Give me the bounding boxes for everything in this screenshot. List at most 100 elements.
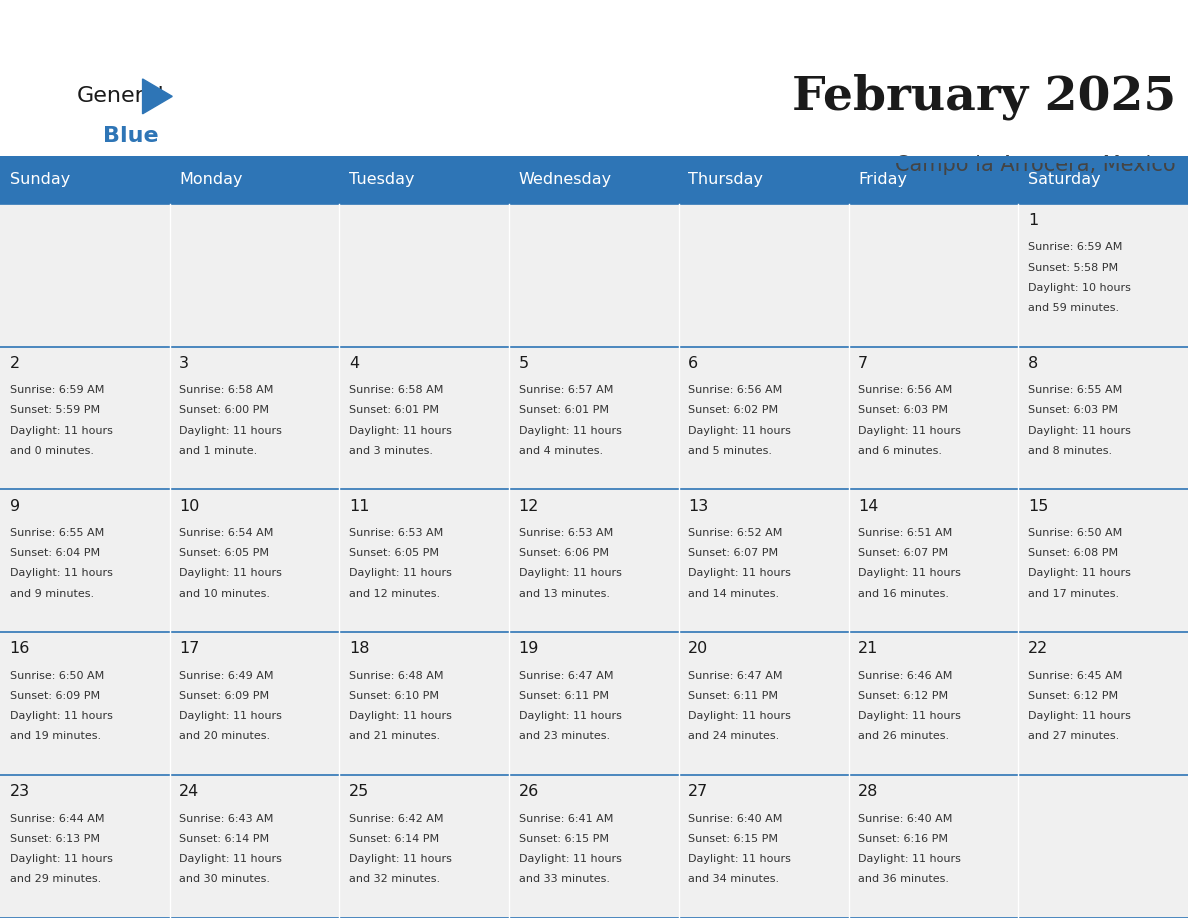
- Bar: [510, 204, 678, 347]
- Text: Sunrise: 6:53 AM: Sunrise: 6:53 AM: [349, 528, 443, 538]
- Text: Daylight: 11 hours: Daylight: 11 hours: [519, 711, 621, 722]
- Text: Daylight: 11 hours: Daylight: 11 hours: [349, 426, 451, 435]
- Text: 15: 15: [1028, 498, 1048, 514]
- Text: 24: 24: [179, 784, 200, 800]
- Bar: [340, 156, 510, 204]
- Text: 7: 7: [858, 356, 868, 371]
- Text: Daylight: 10 hours: Daylight: 10 hours: [1028, 283, 1131, 293]
- Text: Sunset: 6:14 PM: Sunset: 6:14 PM: [349, 834, 440, 844]
- Text: Sunset: 6:09 PM: Sunset: 6:09 PM: [10, 691, 100, 701]
- Bar: [848, 775, 1018, 918]
- Text: Daylight: 11 hours: Daylight: 11 hours: [1028, 426, 1131, 435]
- Text: Daylight: 11 hours: Daylight: 11 hours: [858, 426, 961, 435]
- Text: Sunrise: 6:48 AM: Sunrise: 6:48 AM: [349, 671, 443, 681]
- Text: and 33 minutes.: and 33 minutes.: [519, 874, 609, 884]
- Text: and 59 minutes.: and 59 minutes.: [1028, 303, 1119, 313]
- Text: Sunset: 6:11 PM: Sunset: 6:11 PM: [688, 691, 778, 701]
- Text: Daylight: 11 hours: Daylight: 11 hours: [519, 426, 621, 435]
- Text: and 14 minutes.: and 14 minutes.: [688, 588, 779, 599]
- Text: Daylight: 11 hours: Daylight: 11 hours: [179, 711, 282, 722]
- Text: Sunset: 6:02 PM: Sunset: 6:02 PM: [688, 406, 778, 415]
- Text: Daylight: 11 hours: Daylight: 11 hours: [349, 711, 451, 722]
- Text: 21: 21: [858, 642, 878, 656]
- Text: Monday: Monday: [179, 173, 242, 187]
- Text: 27: 27: [688, 784, 708, 800]
- Text: Sunrise: 6:47 AM: Sunrise: 6:47 AM: [688, 671, 783, 681]
- Bar: [678, 775, 848, 918]
- Text: 18: 18: [349, 642, 369, 656]
- Text: Daylight: 11 hours: Daylight: 11 hours: [349, 568, 451, 578]
- Text: Sunrise: 6:53 AM: Sunrise: 6:53 AM: [519, 528, 613, 538]
- Text: Sunset: 6:07 PM: Sunset: 6:07 PM: [688, 548, 778, 558]
- Text: Sunset: 6:11 PM: Sunset: 6:11 PM: [519, 691, 608, 701]
- Text: and 36 minutes.: and 36 minutes.: [858, 874, 949, 884]
- Bar: [848, 489, 1018, 633]
- Bar: [1018, 156, 1188, 204]
- Bar: [170, 347, 340, 489]
- Text: 14: 14: [858, 498, 878, 514]
- Text: Sunset: 6:07 PM: Sunset: 6:07 PM: [858, 548, 948, 558]
- Text: Daylight: 11 hours: Daylight: 11 hours: [688, 854, 791, 864]
- Bar: [848, 633, 1018, 775]
- Text: Sunset: 6:03 PM: Sunset: 6:03 PM: [1028, 406, 1118, 415]
- Bar: [678, 347, 848, 489]
- Text: and 23 minutes.: and 23 minutes.: [519, 732, 609, 742]
- Bar: [340, 489, 510, 633]
- Text: and 0 minutes.: and 0 minutes.: [10, 446, 94, 455]
- Text: Daylight: 11 hours: Daylight: 11 hours: [1028, 711, 1131, 722]
- Text: Sunrise: 6:56 AM: Sunrise: 6:56 AM: [858, 386, 953, 395]
- Bar: [170, 633, 340, 775]
- Text: Sunrise: 6:45 AM: Sunrise: 6:45 AM: [1028, 671, 1123, 681]
- Bar: [848, 204, 1018, 347]
- Text: Daylight: 11 hours: Daylight: 11 hours: [519, 854, 621, 864]
- Text: General: General: [77, 86, 165, 106]
- Text: and 17 minutes.: and 17 minutes.: [1028, 588, 1119, 599]
- Text: and 12 minutes.: and 12 minutes.: [349, 588, 440, 599]
- Text: Sunset: 6:15 PM: Sunset: 6:15 PM: [688, 834, 778, 844]
- Bar: [678, 489, 848, 633]
- Text: Sunset: 6:10 PM: Sunset: 6:10 PM: [349, 691, 438, 701]
- Text: Daylight: 11 hours: Daylight: 11 hours: [858, 568, 961, 578]
- Bar: [340, 775, 510, 918]
- Text: Daylight: 11 hours: Daylight: 11 hours: [10, 568, 113, 578]
- Text: Sunset: 6:08 PM: Sunset: 6:08 PM: [1028, 548, 1118, 558]
- Text: 4: 4: [349, 356, 359, 371]
- Text: 5: 5: [519, 356, 529, 371]
- Text: and 32 minutes.: and 32 minutes.: [349, 874, 440, 884]
- Bar: [0, 156, 170, 204]
- Text: and 24 minutes.: and 24 minutes.: [688, 732, 779, 742]
- Text: Sunset: 6:04 PM: Sunset: 6:04 PM: [10, 548, 100, 558]
- Text: Sunset: 6:05 PM: Sunset: 6:05 PM: [179, 548, 270, 558]
- Text: Sunset: 6:12 PM: Sunset: 6:12 PM: [858, 691, 948, 701]
- Text: Tuesday: Tuesday: [349, 173, 415, 187]
- Text: 23: 23: [10, 784, 30, 800]
- Text: Blue: Blue: [103, 126, 159, 146]
- Text: Sunset: 6:13 PM: Sunset: 6:13 PM: [10, 834, 100, 844]
- Bar: [848, 156, 1018, 204]
- Text: Daylight: 11 hours: Daylight: 11 hours: [349, 854, 451, 864]
- Text: Sunset: 6:06 PM: Sunset: 6:06 PM: [519, 548, 608, 558]
- Text: Sunset: 6:01 PM: Sunset: 6:01 PM: [519, 406, 608, 415]
- Text: 10: 10: [179, 498, 200, 514]
- Bar: [0, 347, 170, 489]
- Text: 28: 28: [858, 784, 878, 800]
- Bar: [678, 633, 848, 775]
- Bar: [0, 633, 170, 775]
- Text: Daylight: 11 hours: Daylight: 11 hours: [858, 854, 961, 864]
- Text: Sunset: 6:15 PM: Sunset: 6:15 PM: [519, 834, 608, 844]
- Bar: [170, 156, 340, 204]
- Text: Daylight: 11 hours: Daylight: 11 hours: [688, 711, 791, 722]
- Text: Daylight: 11 hours: Daylight: 11 hours: [179, 426, 282, 435]
- Text: Sunrise: 6:56 AM: Sunrise: 6:56 AM: [688, 386, 783, 395]
- Bar: [1018, 775, 1188, 918]
- Text: and 20 minutes.: and 20 minutes.: [179, 732, 271, 742]
- Bar: [340, 347, 510, 489]
- Text: 9: 9: [10, 498, 20, 514]
- Polygon shape: [143, 79, 172, 114]
- Bar: [1018, 633, 1188, 775]
- Text: 6: 6: [688, 356, 699, 371]
- Text: Friday: Friday: [858, 173, 908, 187]
- Text: and 5 minutes.: and 5 minutes.: [688, 446, 772, 455]
- Text: Daylight: 11 hours: Daylight: 11 hours: [1028, 568, 1131, 578]
- Text: and 34 minutes.: and 34 minutes.: [688, 874, 779, 884]
